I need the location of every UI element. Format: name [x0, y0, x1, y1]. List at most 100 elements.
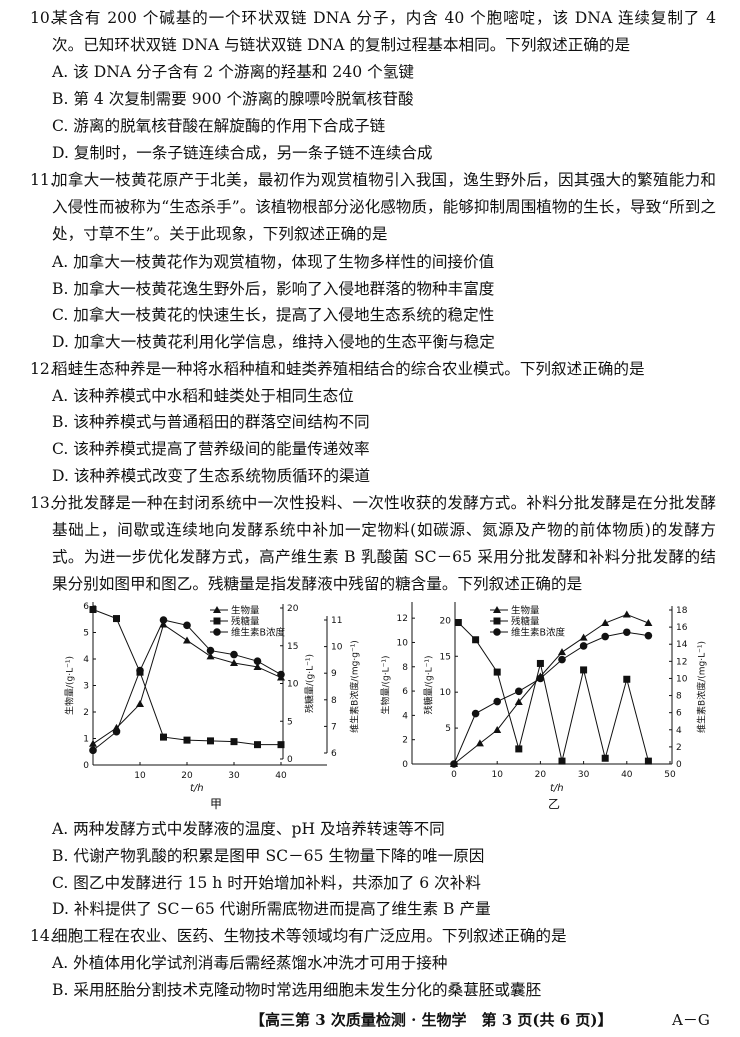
- data-point-circle: [136, 666, 144, 675]
- data-point-triangle: [601, 619, 610, 627]
- legend-label: 残糖量: [511, 616, 540, 628]
- q11-option-d: D. 加拿大一枝黄花利用化学信息，维持入侵地的生态平衡与稳定: [52, 333, 495, 351]
- legend-marker-square: [493, 617, 501, 625]
- data-point-triangle: [644, 619, 653, 627]
- data-point-square: [113, 615, 120, 623]
- data-point-square: [183, 736, 191, 744]
- vitb-tick-label: 12: [676, 657, 687, 667]
- q10-option-c: C. 游离的脱氧核苷酸在解旋酶的作用下合成子链: [52, 117, 386, 135]
- data-point-square: [515, 745, 523, 753]
- q11-option-a: A. 加拿大一枝黄花作为观赏植物，体现了生物多样性的间接价值: [52, 253, 495, 271]
- vitb-tick-label: 7: [331, 722, 337, 732]
- data-point-circle: [644, 631, 653, 640]
- data-point-circle: [623, 628, 631, 637]
- legend-marker-circle: [493, 628, 501, 636]
- data-point-triangle: [136, 700, 144, 708]
- q13-option-d: D. 补料提供了 SC－65 代谢所需底物进而提高了维生素 B 产量: [52, 900, 491, 918]
- vitb-tick-label: 6: [676, 709, 682, 719]
- data-point-square: [254, 741, 261, 749]
- legend-marker-square: [213, 617, 221, 625]
- data-point-circle: [515, 687, 523, 696]
- sugar-tick-label: 0: [287, 755, 293, 765]
- data-point-circle: [253, 657, 262, 666]
- q10-option-a: A. 该 DNA 分子含有 2 个游离的羟基和 240 个氢键: [52, 63, 414, 81]
- series-line-circle: [453, 631, 649, 765]
- vitb-tick-label: 10: [331, 643, 343, 653]
- biomass-tick-label: 4: [83, 655, 89, 665]
- q12-option-c: C. 该种养模式提高了营养级间的能量传递效率: [52, 440, 370, 458]
- biomass-tick-label: 2: [83, 708, 89, 718]
- question-number: 13.: [30, 494, 55, 512]
- series-line-triangle: [453, 613, 649, 765]
- legend-marker-triangle: [493, 606, 501, 613]
- figure-caption: 甲: [210, 797, 222, 811]
- data-point-triangle: [159, 620, 168, 628]
- sugar-tick-label: 10: [287, 680, 299, 690]
- data-point-square: [536, 659, 544, 667]
- data-point-triangle: [89, 739, 97, 747]
- sugar-tick-label: 15: [287, 642, 298, 652]
- vitb-tick-label: 14: [676, 640, 688, 650]
- data-point-circle: [277, 670, 285, 679]
- q11-option-c: C. 加拿大一枝黄花的快速生长，提高了入侵地生态系统的稳定性: [52, 306, 495, 324]
- data-point-triangle: [206, 652, 215, 660]
- biomass-axis-label: 生物量/(g·L⁻¹): [380, 655, 392, 714]
- data-point-triangle: [253, 662, 262, 670]
- biomass-tick-label: 10: [397, 638, 409, 648]
- vitb-tick-label: 8: [676, 692, 682, 702]
- data-point-circle: [579, 642, 588, 650]
- biomass-tick-label: 5: [83, 629, 89, 639]
- data-point-circle: [183, 621, 191, 630]
- vitb-tick-label: 2: [676, 743, 682, 753]
- data-point-circle: [206, 646, 215, 655]
- legend-label: 残糖量: [231, 616, 260, 628]
- data-point-square: [277, 741, 285, 749]
- data-point-square: [454, 619, 462, 627]
- data-point-triangle: [558, 648, 566, 656]
- data-point-circle: [159, 616, 168, 624]
- data-point-square: [493, 668, 501, 676]
- question-number: 12.: [30, 360, 55, 378]
- data-point-triangle: [579, 633, 588, 641]
- data-point-circle: [89, 746, 97, 755]
- figures: 10 20 30 40t/h甲0123456生物量/(g·L⁻¹)05101520残糖…: [64, 602, 708, 811]
- sugar-tick-label: 20: [440, 616, 452, 626]
- question-number: 10.: [30, 9, 55, 27]
- vitb-axis-label: 维生素B浓度/(mg·L⁻¹): [696, 641, 708, 733]
- x-tick-label: 0: [451, 770, 457, 780]
- data-point-circle: [558, 655, 566, 664]
- data-point-square: [558, 757, 566, 765]
- data-point-square: [89, 606, 97, 614]
- x-axis-label: t/h: [190, 783, 204, 794]
- data-point-square: [580, 666, 588, 674]
- data-point-triangle: [514, 698, 523, 706]
- data-point-circle: [450, 760, 458, 768]
- series-line-square: [457, 622, 649, 762]
- data-point-triangle: [493, 725, 502, 733]
- data-point-square: [601, 754, 609, 762]
- q10-option-b: B. 第 4 次复制需要 900 个游离的腺嘌呤脱氧核苷酸: [52, 90, 414, 108]
- question-11-stem: 11. 加拿大一枝黄花原产于北美，最初作为观赏植物引入我国，逸生野外后，因其强大的…: [30, 167, 716, 248]
- q11-option-b: B. 加拿大一枝黄花逸生野外后，影响了入侵地群落的物种丰富度: [52, 280, 495, 298]
- question-text: 分批发酵是一种在封闭系统中一次性投料、一次性收获的发酵方式。补料分批发酵是在分批…: [52, 494, 716, 593]
- q12-option-b: B. 该种养模式与普通稻田的群落空间结构不同: [52, 413, 370, 431]
- legend-marker-triangle: [213, 606, 221, 613]
- sugar-tick-label: 15: [440, 652, 451, 662]
- data-point-circle: [493, 697, 502, 706]
- x-axis-label: t/h: [550, 783, 564, 794]
- chart-yi: 0 10 20 30 40 50t/h乙024681012生物量/(g·L⁻¹)51015…: [380, 602, 708, 811]
- vitb-axis-label: 维生素B浓度/(mg·g⁻¹): [349, 640, 361, 733]
- data-point-circle: [536, 674, 545, 683]
- biomass-tick-label: 12: [397, 614, 408, 624]
- biomass-tick-label: 0: [83, 761, 89, 771]
- q13-option-a: A. 两种发酵方式中发酵液的温度、pH 及培养转速等不同: [52, 820, 445, 838]
- footer-title: 【高三第 3 次质量检测 · 生物学 第 3 页(共 6 页)】: [250, 1011, 613, 1029]
- data-point-triangle: [622, 610, 631, 618]
- vitb-tick-label: 8: [331, 696, 337, 706]
- sugar-tick-label: 5: [287, 717, 293, 727]
- x-tick-label: 40: [621, 770, 633, 780]
- q12-option-a: A. 该种养模式中水稻和蛙类处于相同生态位: [52, 387, 354, 405]
- sugar-axis-label: 残糖量/(g·L⁻¹): [304, 654, 316, 713]
- data-point-circle: [471, 709, 480, 718]
